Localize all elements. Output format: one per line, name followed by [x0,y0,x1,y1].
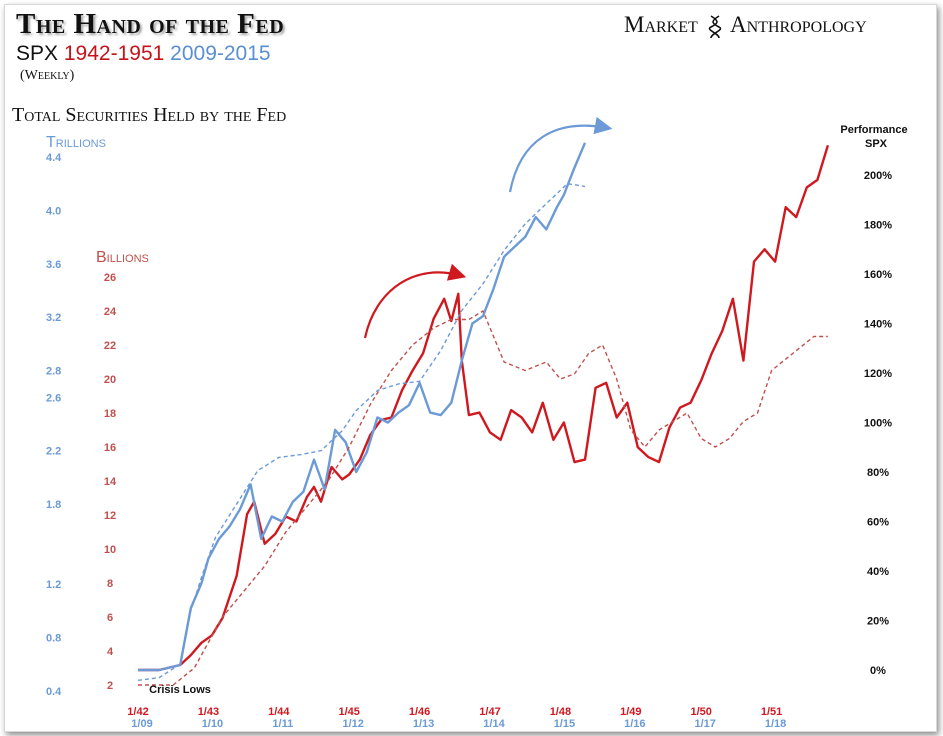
x-tick-label-1942-1951: 1/45 [338,706,359,718]
x-tick-label-2009-2015: 1/12 [342,718,363,730]
axis-title-billions: Billions [96,249,149,266]
tick-label-billions: 16 [104,442,116,454]
arrow-blue [508,116,613,193]
x-tick-label-1942-1951: 1/51 [761,706,782,718]
tick-label-billions: 26 [104,272,116,284]
chart-frame [4,4,937,732]
tick-label-billions: 14 [104,476,117,488]
tick-label-billions: 20 [104,374,116,386]
tick-label-trillions: 3.6 [46,259,61,271]
tick-label-percent: 200% [864,170,892,182]
x-tick-label-2009-2015: 1/18 [765,718,786,730]
axis-title-trillions: Trillions [46,134,106,151]
brand-right-text: Anthropology [730,12,867,37]
x-tick-label-1942-1951: 1/43 [198,706,219,718]
subtitle-1942-1951: 1942-1951 [63,42,165,65]
tick-label-billions: 10 [104,544,116,556]
axis-title-spx: SPX [865,138,888,150]
tick-label-trillions: 4.4 [46,152,62,164]
tick-label-percent: 80% [867,467,889,479]
tick-label-billions: 2 [107,680,113,692]
tick-label-percent: 120% [864,368,892,380]
arrow-red [363,263,467,339]
tick-label-percent: 60% [867,517,889,529]
x-tick-label-2009-2015: 1/11 [272,718,293,730]
tick-label-trillions: 0.4 [46,686,62,698]
axis-title-performance: Performance [840,124,907,136]
x-tick-label-1942-1951: 1/47 [479,706,500,718]
chart-subtitle: SPX 1942-1951 2009-2015 [16,42,271,66]
x-tick-label-1942-1951: 1/46 [409,706,430,718]
x-tick-label-1942-1951: 1/50 [690,706,711,718]
series-line-1 [138,144,830,672]
subtitle-2009-2015: 2009-2015 [170,42,271,65]
x-tick-label-2009-2015: 1/13 [413,718,434,730]
brand-logo: Market Anthropology [624,12,867,39]
x-tick-label-1942-1951: 1/42 [127,706,148,718]
tick-label-percent: 100% [864,418,892,430]
brand-left-text: Market [624,12,698,37]
tick-label-billions: 18 [104,408,116,420]
x-tick-label-2009-2015: 1/15 [554,718,575,730]
tick-label-percent: 20% [867,616,889,628]
tick-label-billions: 12 [104,510,116,522]
x-tick-label-2009-2015: 1/17 [694,718,715,730]
tick-label-billions: 24 [104,306,117,318]
tick-label-percent: 140% [864,319,892,331]
frequency-label: (Weekly) [20,68,75,83]
tick-label-trillions: 2.6 [46,392,61,404]
tick-label-trillions: 2.2 [46,446,61,458]
tick-label-trillions: 1.8 [46,499,61,511]
dna-helix-icon [704,12,726,39]
series-line-2 [138,142,587,672]
x-tick-label-1942-1951: 1/49 [620,706,641,718]
tick-label-percent: 180% [864,220,892,232]
tick-label-percent: 0% [870,665,886,677]
annotation-crisis-lows: Crisis Lows [149,684,211,696]
series-line-3 [138,310,828,686]
tick-label-percent: 160% [864,269,892,281]
series-line-4 [137,182,586,681]
chart-title: The Hand of the Fed [16,8,285,40]
tick-label-trillions: 0.8 [46,633,61,645]
x-tick-label-2009-2015: 1/09 [131,718,152,730]
tick-label-trillions: 3.2 [46,312,61,324]
x-tick-label-1942-1951: 1/44 [268,706,290,718]
tick-label-trillions: 2.8 [46,366,61,378]
x-tick-label-2009-2015: 1/16 [624,718,645,730]
tick-label-billions: 6 [107,612,113,624]
subtitle-spx: SPX [16,42,59,65]
tick-label-billions: 8 [107,578,113,590]
x-tick-label-2009-2015: 1/14 [483,718,505,730]
tick-label-billions: 4 [107,646,114,658]
tick-label-percent: 40% [867,566,889,578]
section-heading: Total Securities Held by the Fed [12,104,287,126]
x-tick-label-1942-1951: 1/48 [550,706,571,718]
tick-label-trillions: 4.0 [46,205,61,217]
x-tick-label-2009-2015: 1/10 [202,718,223,730]
tick-label-billions: 22 [104,340,116,352]
tick-label-trillions: 1.2 [46,579,61,591]
